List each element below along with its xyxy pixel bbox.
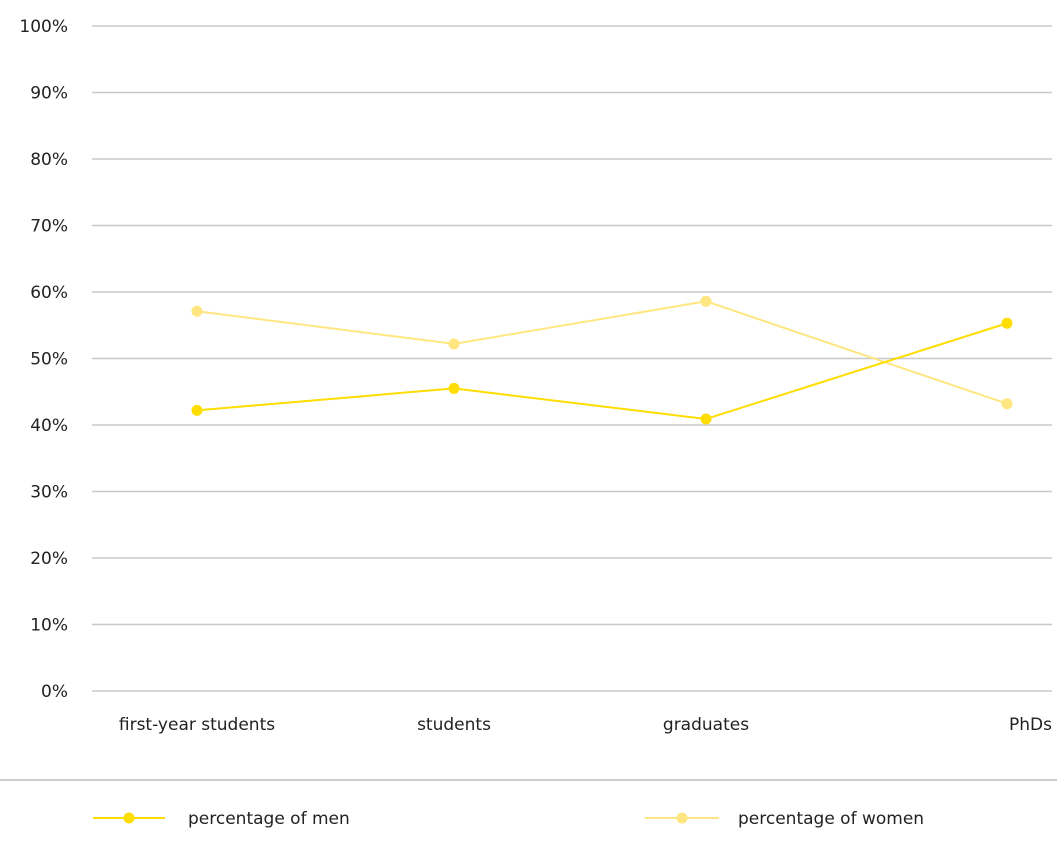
- y-tick-label: 80%: [30, 150, 68, 170]
- y-tick-label: 10%: [30, 616, 68, 636]
- series-men: [191, 317, 1013, 425]
- data-point: [700, 295, 712, 307]
- series-line: [196, 300, 1008, 405]
- legend-marker: [676, 812, 688, 824]
- x-tick-label: students: [417, 715, 491, 735]
- x-tick-label: graduates: [663, 715, 749, 735]
- data-point: [1001, 317, 1013, 329]
- x-tick-label: PhDs: [1009, 715, 1052, 735]
- y-tick-label: 40%: [30, 416, 68, 436]
- y-tick-label: 20%: [30, 549, 68, 569]
- y-tick-label: 30%: [30, 483, 68, 503]
- data-point: [191, 305, 203, 317]
- x-axis-ticks: first-year students students graduates PhDs: [119, 715, 1052, 735]
- y-tick-label: 70%: [30, 217, 68, 237]
- data-point: [700, 413, 712, 425]
- y-tick-label: 0%: [41, 682, 68, 702]
- data-point: [191, 404, 203, 416]
- legend: percentage of men percentage of women: [93, 809, 924, 829]
- legend-label: percentage of men: [188, 809, 350, 829]
- data-point: [1001, 398, 1013, 410]
- legend-marker: [123, 812, 135, 824]
- legend-item-men: percentage of men: [93, 809, 350, 829]
- series-women: [191, 295, 1013, 410]
- y-tick-label: 90%: [30, 84, 68, 104]
- gridlines: [92, 25, 1052, 692]
- legend-label: percentage of women: [738, 809, 924, 829]
- legend-item-women: percentage of women: [645, 809, 924, 829]
- y-tick-label: 60%: [30, 283, 68, 303]
- y-axis-ticks: 0% 10% 20% 30% 40% 50% 60% 70% 80% 90% 100%: [19, 17, 68, 702]
- series-layer: [191, 295, 1013, 425]
- y-tick-label: 100%: [19, 17, 68, 37]
- x-tick-label: first-year students: [119, 715, 275, 735]
- data-point: [448, 382, 460, 394]
- y-tick-label: 50%: [30, 350, 68, 370]
- data-point: [448, 338, 460, 350]
- series-line: [196, 322, 1008, 421]
